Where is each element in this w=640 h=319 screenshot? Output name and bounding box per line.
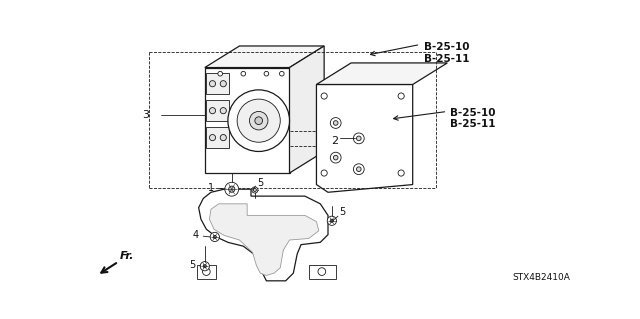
Circle shape <box>209 108 216 114</box>
Polygon shape <box>205 46 324 68</box>
Circle shape <box>213 235 216 239</box>
Bar <box>206 73 230 94</box>
Polygon shape <box>316 63 447 85</box>
Circle shape <box>220 108 227 114</box>
Text: 5: 5 <box>189 260 196 270</box>
Circle shape <box>255 117 262 124</box>
Circle shape <box>327 216 337 226</box>
Circle shape <box>398 93 404 99</box>
Circle shape <box>321 93 327 99</box>
Circle shape <box>321 170 327 176</box>
Circle shape <box>353 133 364 144</box>
Circle shape <box>241 71 246 76</box>
Circle shape <box>356 167 361 172</box>
Circle shape <box>330 219 333 222</box>
Bar <box>205 68 289 173</box>
Circle shape <box>228 186 235 192</box>
Bar <box>206 127 230 148</box>
Circle shape <box>252 187 258 193</box>
Text: B-25-10
B-25-11: B-25-10 B-25-11 <box>450 108 495 129</box>
Circle shape <box>202 268 210 275</box>
Circle shape <box>209 81 216 87</box>
Polygon shape <box>198 189 328 281</box>
Circle shape <box>280 71 284 76</box>
Circle shape <box>237 99 280 142</box>
Polygon shape <box>308 265 336 278</box>
Text: 3: 3 <box>142 110 149 120</box>
Text: 5: 5 <box>257 178 264 188</box>
Text: 2: 2 <box>331 136 338 146</box>
Circle shape <box>225 182 239 196</box>
Polygon shape <box>289 46 324 173</box>
Circle shape <box>220 135 227 141</box>
Text: Fr.: Fr. <box>120 251 134 261</box>
Polygon shape <box>316 85 413 192</box>
Circle shape <box>253 189 257 191</box>
Circle shape <box>356 136 361 141</box>
Circle shape <box>330 152 341 163</box>
Circle shape <box>398 170 404 176</box>
Circle shape <box>204 265 206 268</box>
Circle shape <box>250 111 268 130</box>
Circle shape <box>209 135 216 141</box>
Bar <box>206 100 230 122</box>
Circle shape <box>210 232 220 241</box>
Circle shape <box>264 71 269 76</box>
Text: STX4B2410A: STX4B2410A <box>513 273 570 282</box>
Circle shape <box>318 268 326 275</box>
Circle shape <box>333 121 338 125</box>
Circle shape <box>333 155 338 160</box>
Circle shape <box>330 118 341 128</box>
Polygon shape <box>209 204 319 275</box>
Polygon shape <box>197 265 216 278</box>
Circle shape <box>228 90 289 152</box>
Text: 1: 1 <box>208 183 214 193</box>
Text: 4: 4 <box>193 230 198 241</box>
Text: B-25-10
B-25-11: B-25-10 B-25-11 <box>424 42 470 64</box>
Circle shape <box>200 262 209 271</box>
Circle shape <box>220 81 227 87</box>
Circle shape <box>218 71 223 76</box>
Circle shape <box>353 164 364 174</box>
Text: 5: 5 <box>340 206 346 217</box>
